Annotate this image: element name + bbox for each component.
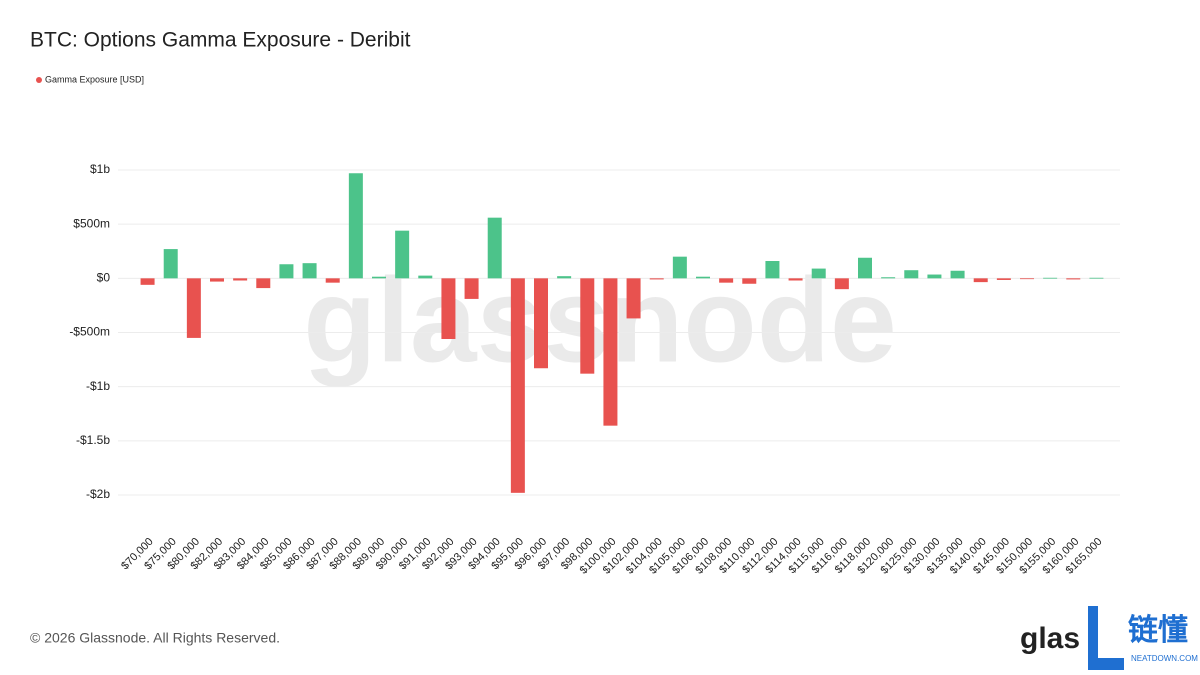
bar (1020, 278, 1034, 280)
bar (256, 278, 271, 289)
bar (904, 270, 919, 279)
bar (649, 278, 664, 280)
bar (973, 278, 988, 283)
bar (996, 278, 1011, 280)
bar (372, 276, 386, 279)
bar (881, 277, 896, 279)
watermark: glassnode (303, 254, 897, 388)
bar (302, 263, 317, 279)
bar (186, 278, 201, 338)
y-tick-label: -$500m (69, 325, 110, 339)
bar (418, 275, 433, 279)
bar (140, 278, 155, 285)
y-tick-label: -$1.5b (76, 433, 110, 447)
bar (348, 173, 363, 279)
y-tick-label: $1b (90, 162, 110, 176)
bar (626, 278, 641, 319)
bar (858, 257, 872, 279)
bar (1089, 277, 1104, 279)
bar (163, 249, 178, 279)
y-tick-label: $0 (97, 271, 111, 285)
bar (765, 261, 780, 279)
legend-marker (36, 77, 42, 83)
bar (233, 278, 248, 281)
brand: 链懂 (1128, 613, 1188, 647)
bar (742, 278, 757, 284)
chart-title: BTC: Options Gamma Exposure - Deribit (30, 29, 411, 52)
bar (580, 278, 595, 374)
bar (1043, 277, 1058, 279)
y-tick-label: -$1b (86, 379, 110, 393)
bar (719, 278, 734, 283)
bar (534, 278, 548, 369)
brand-url: NEATDOWN.COM (1131, 654, 1198, 663)
bar (510, 278, 525, 493)
bar (210, 278, 224, 282)
bar (927, 274, 942, 279)
bar (1066, 278, 1081, 280)
bar (788, 278, 803, 281)
bar (325, 278, 340, 283)
bar (557, 276, 572, 279)
bar (441, 278, 456, 339)
copyright: © 2026 Glassnode. All Rights Reserved. (30, 630, 280, 646)
y-tick-label: -$2b (86, 487, 110, 501)
bar (395, 230, 410, 279)
bar (603, 278, 618, 426)
bar (834, 278, 849, 290)
bar (950, 270, 965, 279)
logo: glas (1020, 622, 1080, 655)
bar (279, 264, 294, 279)
bar (811, 268, 826, 279)
legend-label: Gamma Exposure [USD] (45, 74, 144, 84)
bar (487, 217, 502, 279)
bar (696, 276, 710, 279)
logo-mark (1088, 606, 1124, 670)
bar (464, 278, 479, 299)
y-tick-label: $500m (73, 216, 110, 230)
bar (672, 256, 687, 279)
